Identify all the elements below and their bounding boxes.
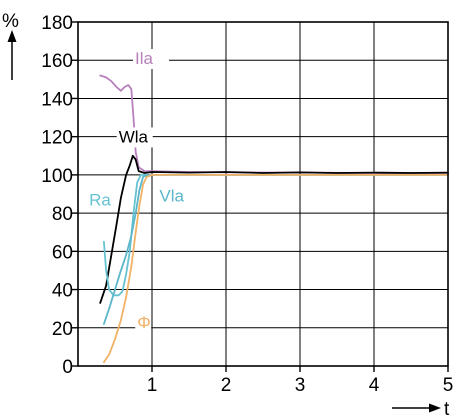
x-tick-label: 4: [369, 375, 380, 396]
x-unit-label: t: [444, 399, 450, 419]
y-unit-label: %: [2, 11, 19, 32]
y-tick-label: 40: [52, 281, 73, 302]
x-tick-label: 1: [147, 375, 158, 396]
series-label-0: Ila: [135, 49, 154, 68]
chart-grid: [78, 21, 449, 367]
y-axis-arrow: [7, 30, 17, 80]
chart-tick-labels: 1 2 3 4 5 0 20 40 60 80 100 120 140 160 180: [41, 13, 453, 396]
y-tick-label: 160: [41, 51, 73, 72]
series-line-2: [103, 174, 449, 297]
series-label-1: Wla: [119, 127, 149, 146]
series-label-bg: [132, 49, 169, 70]
x-tick-label: 2: [221, 375, 232, 396]
series-line-3: [103, 174, 449, 325]
chart-series-labels: Ila Wla Ra Vla Φ: [87, 49, 194, 333]
series-label-2: Ra: [89, 190, 111, 209]
series-line-1: [99, 154, 449, 304]
chart-axes: [72, 21, 449, 372]
series-label-bg: [157, 186, 194, 207]
series-line-4: [103, 174, 449, 364]
y-tick-label: 0: [62, 357, 73, 378]
plot-frame: [77, 21, 449, 367]
x-tick-label: 3: [295, 375, 306, 396]
x-tick-label: 5: [443, 375, 454, 396]
series-label-3: Vla: [159, 187, 184, 206]
y-tick-label: 80: [52, 204, 73, 225]
series-label-bg: [116, 127, 153, 148]
y-tick-label: 140: [41, 89, 73, 110]
series-label-4: Φ: [137, 313, 151, 332]
y-tick-label: 120: [41, 128, 73, 149]
y-tick-label: 180: [41, 13, 73, 34]
y-tick-label: 60: [52, 242, 73, 263]
series-label-bg: [87, 190, 114, 211]
y-tick-label: 100: [41, 166, 73, 187]
series-label-bg: [135, 312, 152, 333]
y-tick-label: 20: [52, 319, 73, 340]
x-axis-arrow: [392, 403, 441, 413]
